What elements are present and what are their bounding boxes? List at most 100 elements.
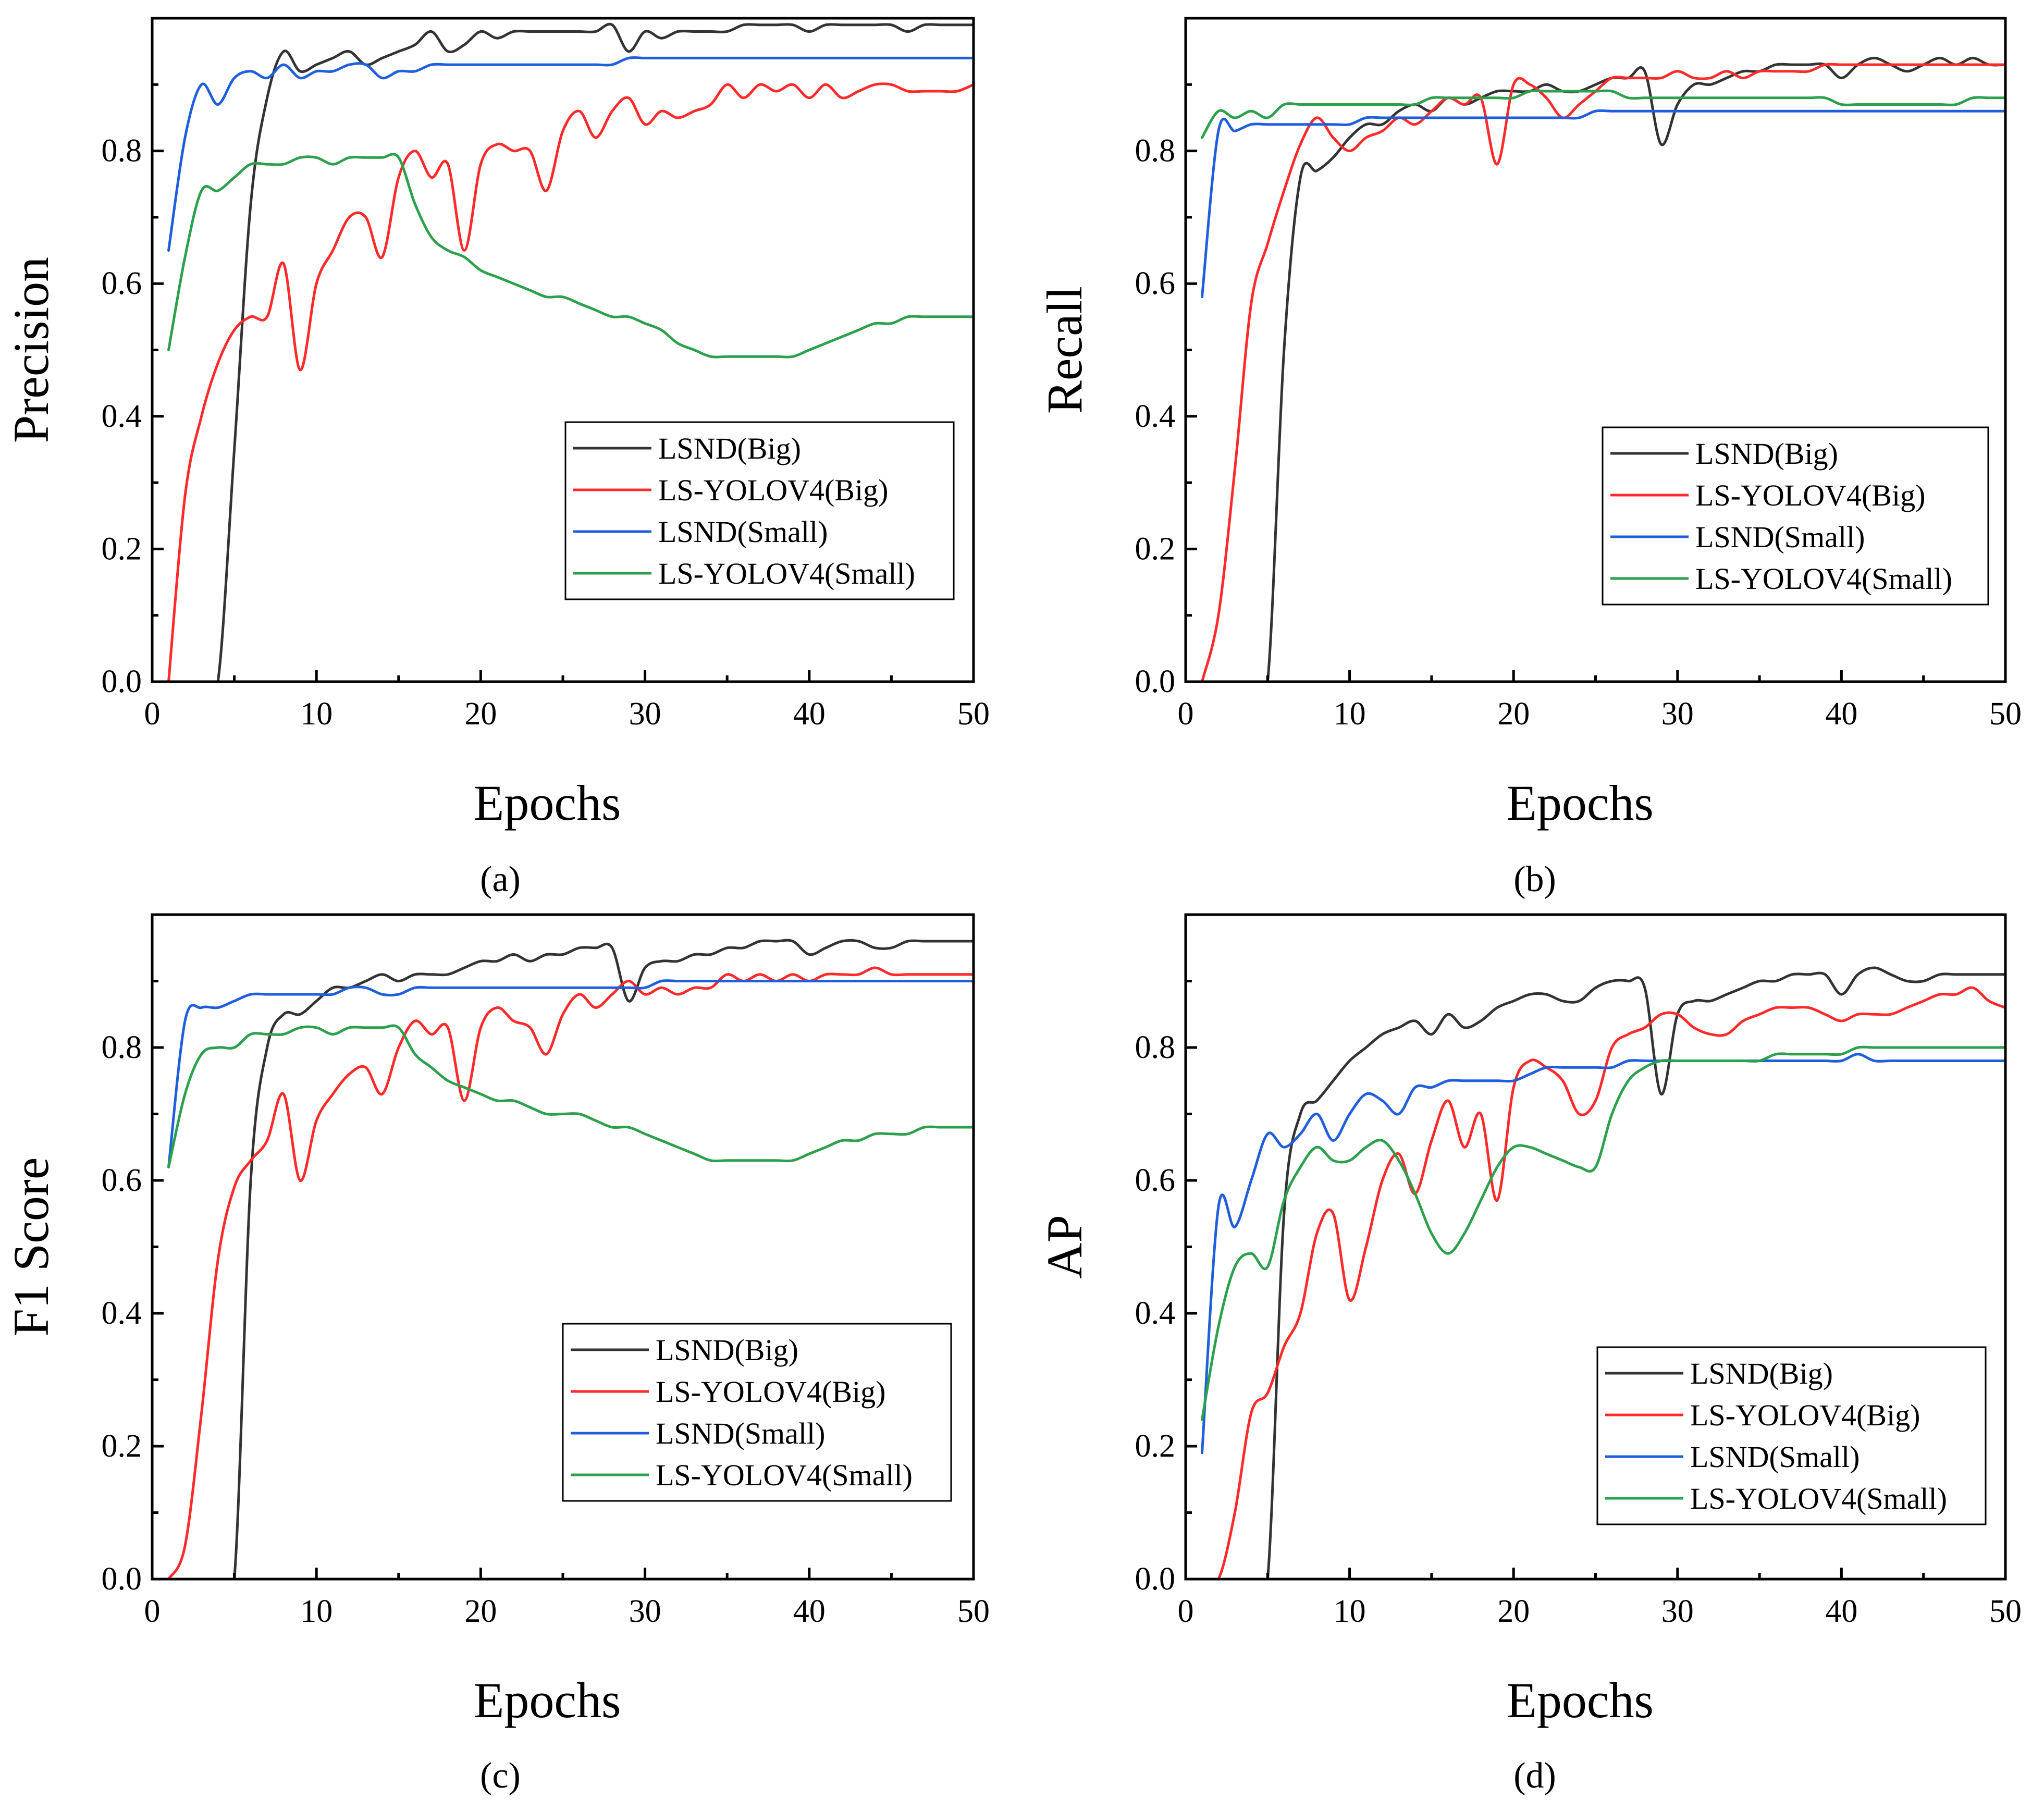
y-tick-label: 0.8 — [102, 133, 142, 169]
series-line-lsnd-small — [167, 56, 974, 252]
chart-panel-2: 0 10 20 30 40 50 0.0 0.2 0.4 0.6 0.8 Epochs F1 Score… — [3, 913, 990, 1796]
series-line-lsnd-small — [1201, 1053, 2005, 1455]
y-tick-label: 0.6 — [102, 1163, 142, 1198]
legend-label: LS-YOLOV4(Big) — [658, 473, 888, 507]
x-axis-title: Epochs — [474, 1672, 621, 1728]
x-tick-label: 40 — [1825, 696, 1857, 732]
x-tick-label: 30 — [1661, 1594, 1694, 1629]
series-line-lsnd-big — [167, 22, 974, 682]
series-line-ls-yolov4-big — [167, 966, 974, 1579]
y-axis-title: F1 Score — [3, 1157, 59, 1337]
x-tick-label: 50 — [957, 696, 990, 732]
x-tick-label: 30 — [629, 1594, 661, 1629]
y-tick-label: 0.4 — [102, 399, 142, 434]
series-line-ls-yolov4-small — [167, 1024, 974, 1168]
y-tick-label: 0.8 — [102, 1030, 142, 1065]
legend-label: LSND(Small) — [656, 1416, 825, 1450]
x-tick-label: 20 — [1497, 1594, 1530, 1629]
x-tick-label: 30 — [629, 696, 661, 732]
x-tick-label: 50 — [1989, 696, 2022, 732]
y-tick-label: 0.2 — [102, 531, 142, 566]
series-line-lsnd-big — [1201, 966, 2005, 1579]
legend-label: LS-YOLOV4(Big) — [1695, 478, 1925, 512]
series-line-lsnd-big — [1201, 56, 2005, 682]
x-tick-label: 0 — [144, 696, 161, 732]
y-axis-title: Recall — [1037, 286, 1092, 414]
y-axis-title: AP — [1037, 1215, 1092, 1279]
x-tick-label: 10 — [1334, 696, 1366, 732]
x-tick-label: 10 — [1334, 1594, 1366, 1629]
legend-label: LS-YOLOV4(Small) — [1695, 562, 1952, 596]
legend-box — [564, 421, 955, 600]
series-line-ls-yolov4-big — [1201, 986, 2005, 1579]
x-tick-label: 20 — [464, 696, 497, 732]
x-tick-label: 10 — [300, 696, 333, 732]
legend-label: LSND(Big) — [656, 1333, 798, 1367]
series-line-ls-yolov4-small — [167, 153, 974, 359]
x-tick-label: 50 — [957, 1594, 990, 1629]
x-tick-label: 20 — [1497, 696, 1530, 732]
legend-label: LS-YOLOV4(Small) — [1690, 1482, 1947, 1516]
series-line-ls-yolov4-small — [1201, 1045, 2005, 1421]
legend: LSND(Big) LS-YOLOV4(Big) LSND(Small) LS-YOL… — [1602, 426, 1989, 606]
legend: LSND(Big) LS-YOLOV4(Big) LSND(Small) LS-YOL… — [564, 421, 955, 600]
y-tick-label: 0.8 — [1135, 133, 1176, 169]
y-tick-label: 0.0 — [102, 664, 142, 699]
x-axis-title: Epochs — [474, 775, 621, 831]
y-tick-label: 0.4 — [102, 1296, 142, 1331]
legend-label: LSND(Big) — [1695, 437, 1838, 471]
y-tick-label: 0.4 — [1135, 1296, 1176, 1331]
x-tick-label: 0 — [1178, 696, 1194, 732]
y-tick-label: 0.4 — [1135, 399, 1176, 434]
series-line-lsnd-small — [1201, 109, 2005, 299]
x-axis-title: Epochs — [1506, 775, 1654, 831]
y-axis-title: Precision — [3, 257, 59, 443]
legend-label: LS-YOLOV4(Small) — [658, 557, 915, 590]
y-tick-label: 0.0 — [1135, 664, 1176, 699]
y-tick-label: 0.2 — [1135, 1428, 1176, 1464]
chart-panel-0: 0 10 20 30 40 50 0.0 0.2 0.4 0.6 0.8 Epochs Precisio… — [3, 17, 990, 900]
series-line-ls-yolov4-big — [167, 82, 974, 682]
legend-label: LSND(Small) — [1690, 1440, 1860, 1474]
legend-label: LS-YOLOV4(Small) — [656, 1458, 913, 1492]
x-tick-label: 0 — [144, 1594, 161, 1629]
x-tick-label: 40 — [793, 1594, 826, 1629]
x-tick-label: 10 — [300, 1594, 333, 1629]
legend-box — [1596, 1346, 1987, 1525]
y-tick-label: 0.0 — [102, 1561, 142, 1597]
y-tick-label: 0.6 — [1135, 266, 1176, 301]
panel-caption: (d) — [1513, 1756, 1556, 1796]
legend-label: LSND(Big) — [658, 432, 801, 465]
legend-label: LSND(Small) — [658, 515, 828, 549]
x-tick-label: 40 — [1825, 1594, 1857, 1629]
legend: LSND(Big) LS-YOLOV4(Big) LSND(Small) LS-YOL… — [1596, 1346, 1987, 1525]
panel-caption: (b) — [1513, 859, 1556, 900]
x-tick-label: 0 — [1178, 1594, 1194, 1629]
legend-label: LS-YOLOV4(Big) — [1690, 1398, 1920, 1432]
x-tick-label: 30 — [1661, 696, 1694, 732]
chart-panel-3: 0 10 20 30 40 50 0.0 0.2 0.4 0.6 0.8 Epochs AP (d) LSN… — [1037, 913, 2022, 1796]
legend-box — [562, 1323, 952, 1502]
legend-label: LSND(Small) — [1695, 520, 1865, 554]
y-tick-label: 0.0 — [1135, 1561, 1176, 1597]
y-tick-label: 0.6 — [102, 266, 142, 301]
panel-caption: (c) — [480, 1756, 521, 1796]
x-tick-label: 50 — [1989, 1594, 2022, 1629]
y-tick-label: 0.8 — [1135, 1030, 1176, 1065]
series-line-lsnd-big — [167, 939, 974, 1579]
series-line-ls-yolov4-small — [1201, 89, 2005, 139]
y-tick-label: 0.6 — [1135, 1163, 1176, 1198]
legend-label: LS-YOLOV4(Big) — [656, 1375, 885, 1409]
x-tick-label: 20 — [464, 1594, 497, 1629]
x-tick-label: 40 — [793, 696, 826, 732]
chart-panel-1: 0 10 20 30 40 50 0.0 0.2 0.4 0.6 0.8 Epochs Recall (b… — [1037, 17, 2022, 900]
panel-caption: (a) — [480, 859, 521, 900]
y-tick-label: 0.2 — [1135, 531, 1176, 566]
x-axis-title: Epochs — [1506, 1672, 1654, 1728]
series-line-lsnd-small — [167, 979, 974, 1168]
y-tick-label: 0.2 — [102, 1428, 142, 1464]
legend-label: LSND(Big) — [1690, 1357, 1833, 1390]
legend-box — [1602, 426, 1989, 606]
legend: LSND(Big) LS-YOLOV4(Big) LSND(Small) LS-YOL… — [562, 1323, 952, 1502]
